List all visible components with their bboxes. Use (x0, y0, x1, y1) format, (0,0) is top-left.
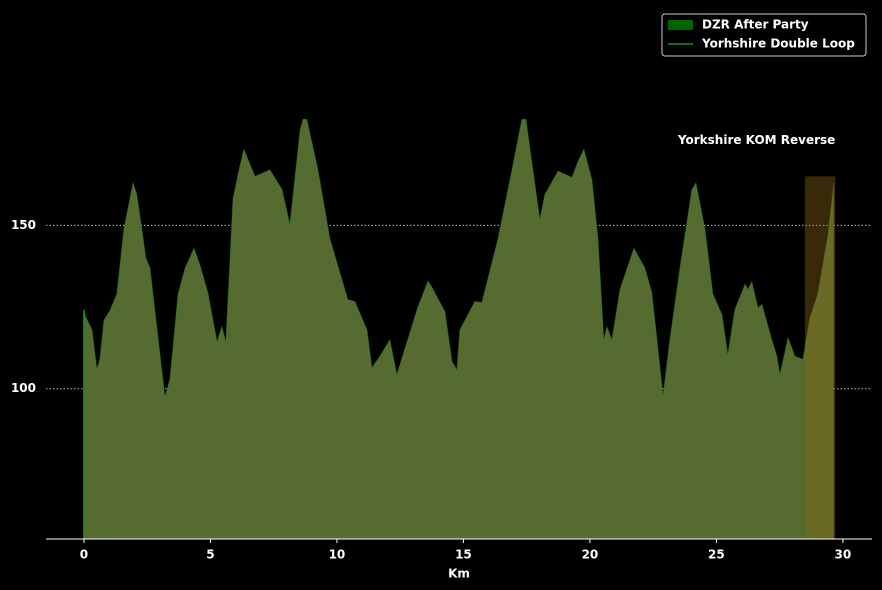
legend-label: Yorhshire Double Loop (701, 37, 855, 51)
x-tick-label: 25 (708, 548, 725, 562)
x-tick-label: 0 (80, 548, 88, 562)
y-tick-label: 100 (11, 381, 36, 395)
legend: DZR After Party Yorhshire Double Loop (661, 13, 867, 57)
elevation-area (83, 119, 834, 539)
elevation-line (83, 118, 835, 398)
x-tick-label: 5 (206, 548, 214, 562)
x-tick-label: 30 (835, 548, 852, 562)
x-axis-label: Km (448, 567, 470, 581)
x-tick-label: 10 (329, 548, 346, 562)
legend-label: DZR After Party (702, 18, 809, 32)
y-tick-label: 150 (11, 218, 36, 232)
x-tick-label: 20 (582, 548, 599, 562)
highlight-span (804, 176, 836, 539)
x-tick-label: 15 (455, 548, 472, 562)
legend-swatch (668, 20, 693, 30)
legend-box (661, 13, 867, 57)
annotation: Yorkshire KOM Reverse (677, 133, 835, 147)
